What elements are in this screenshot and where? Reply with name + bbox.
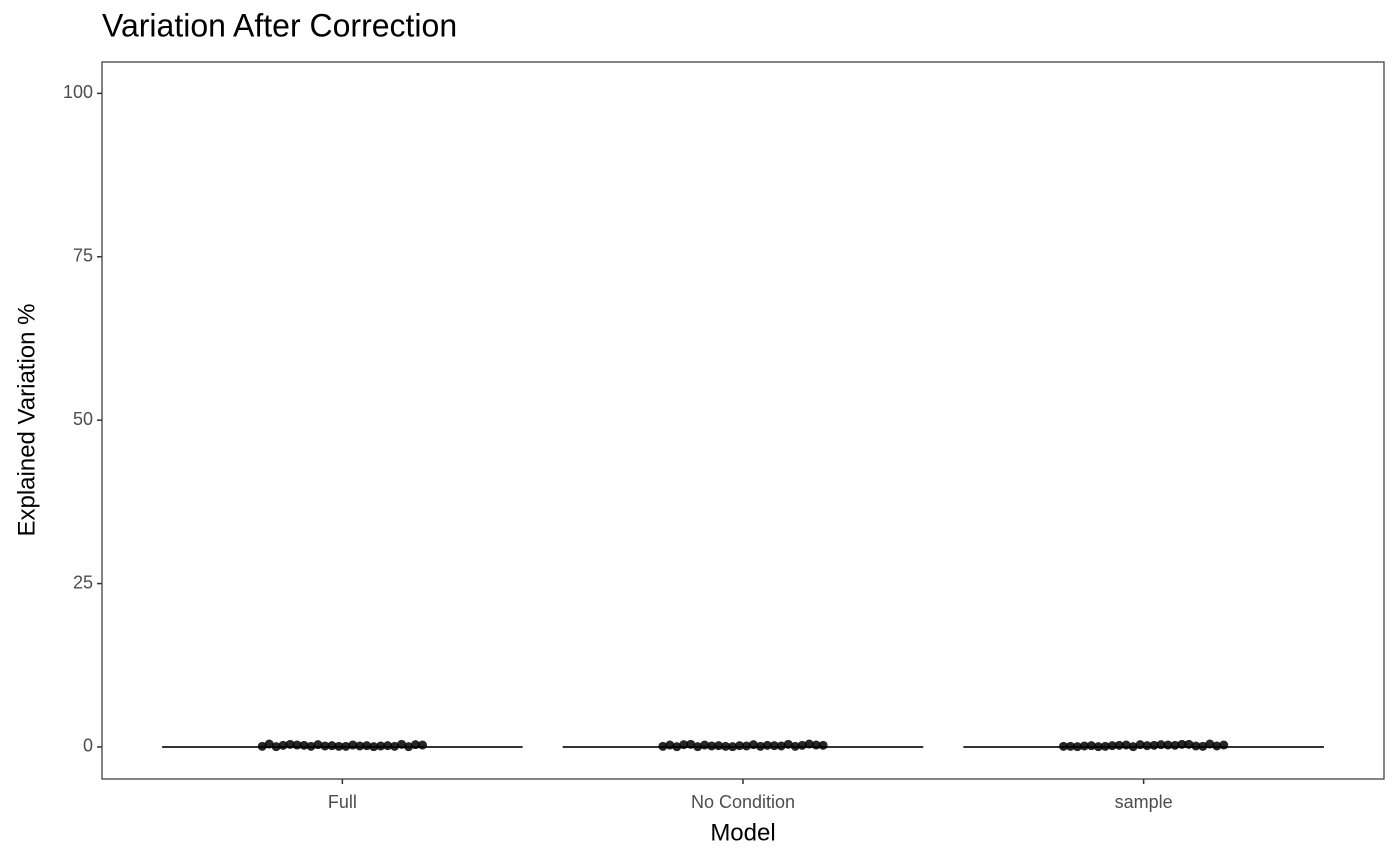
point — [693, 742, 703, 752]
x-tick-label: sample — [1115, 792, 1173, 812]
panel-border — [101, 61, 1385, 780]
y-tick-label: 50 — [73, 409, 93, 429]
point — [292, 740, 302, 750]
point — [327, 741, 337, 751]
point — [665, 740, 675, 750]
point — [776, 741, 786, 751]
point — [383, 741, 393, 751]
y-tick-label: 75 — [73, 246, 93, 266]
point — [783, 739, 793, 749]
point — [1135, 740, 1145, 750]
point — [797, 740, 807, 750]
point — [411, 740, 421, 750]
point — [790, 741, 800, 751]
point — [348, 740, 358, 750]
point — [1059, 741, 1068, 751]
point — [686, 739, 696, 749]
point — [369, 742, 379, 752]
point — [306, 741, 316, 751]
point — [1107, 741, 1117, 751]
point — [1142, 741, 1152, 751]
point — [362, 741, 372, 751]
point — [728, 742, 738, 752]
point — [418, 740, 427, 750]
point — [748, 740, 758, 750]
point — [1205, 739, 1215, 749]
point — [299, 740, 309, 750]
point — [404, 742, 414, 752]
point — [278, 740, 288, 750]
point — [1065, 741, 1075, 751]
point — [1114, 740, 1124, 750]
point — [320, 741, 330, 751]
point — [762, 740, 772, 750]
point — [271, 742, 281, 752]
point — [1177, 739, 1187, 749]
point — [707, 741, 717, 751]
point — [257, 741, 267, 751]
point — [341, 741, 351, 751]
point — [700, 740, 710, 750]
point — [741, 741, 751, 751]
y-tick-label: 25 — [73, 572, 93, 592]
point — [658, 741, 668, 751]
point — [397, 739, 407, 749]
x-tick-label: No Condition — [691, 792, 795, 812]
point — [1121, 740, 1131, 750]
point — [1198, 741, 1208, 751]
point — [1100, 741, 1110, 751]
point — [1149, 740, 1159, 750]
point — [804, 739, 814, 749]
point — [1191, 741, 1201, 751]
point — [1170, 740, 1180, 750]
point — [1163, 740, 1173, 750]
point — [1128, 742, 1138, 752]
point — [818, 740, 828, 750]
y-axis-title: Explained Variation % — [13, 303, 40, 536]
y-tick-label: 0 — [83, 736, 93, 756]
point — [672, 742, 682, 752]
point — [811, 740, 821, 750]
x-tick-label: Full — [328, 792, 357, 812]
point — [1184, 739, 1194, 749]
x-axis-title: Model — [710, 819, 775, 846]
point — [1072, 742, 1082, 752]
point — [1079, 741, 1089, 751]
chart-title: Variation After Correction — [102, 7, 457, 43]
point — [285, 739, 295, 749]
point — [390, 741, 400, 751]
point — [264, 739, 274, 749]
point — [721, 741, 731, 751]
point — [769, 741, 779, 751]
point — [1093, 742, 1103, 752]
point — [1212, 741, 1222, 751]
point — [355, 741, 365, 751]
point — [1219, 740, 1229, 750]
point — [376, 741, 386, 751]
point — [755, 741, 765, 751]
point — [679, 740, 689, 750]
point — [313, 740, 323, 750]
point — [1156, 740, 1166, 750]
point — [334, 741, 344, 751]
y-tick-label: 100 — [63, 82, 93, 102]
point — [1086, 741, 1096, 751]
point — [714, 741, 724, 751]
point — [735, 741, 745, 751]
